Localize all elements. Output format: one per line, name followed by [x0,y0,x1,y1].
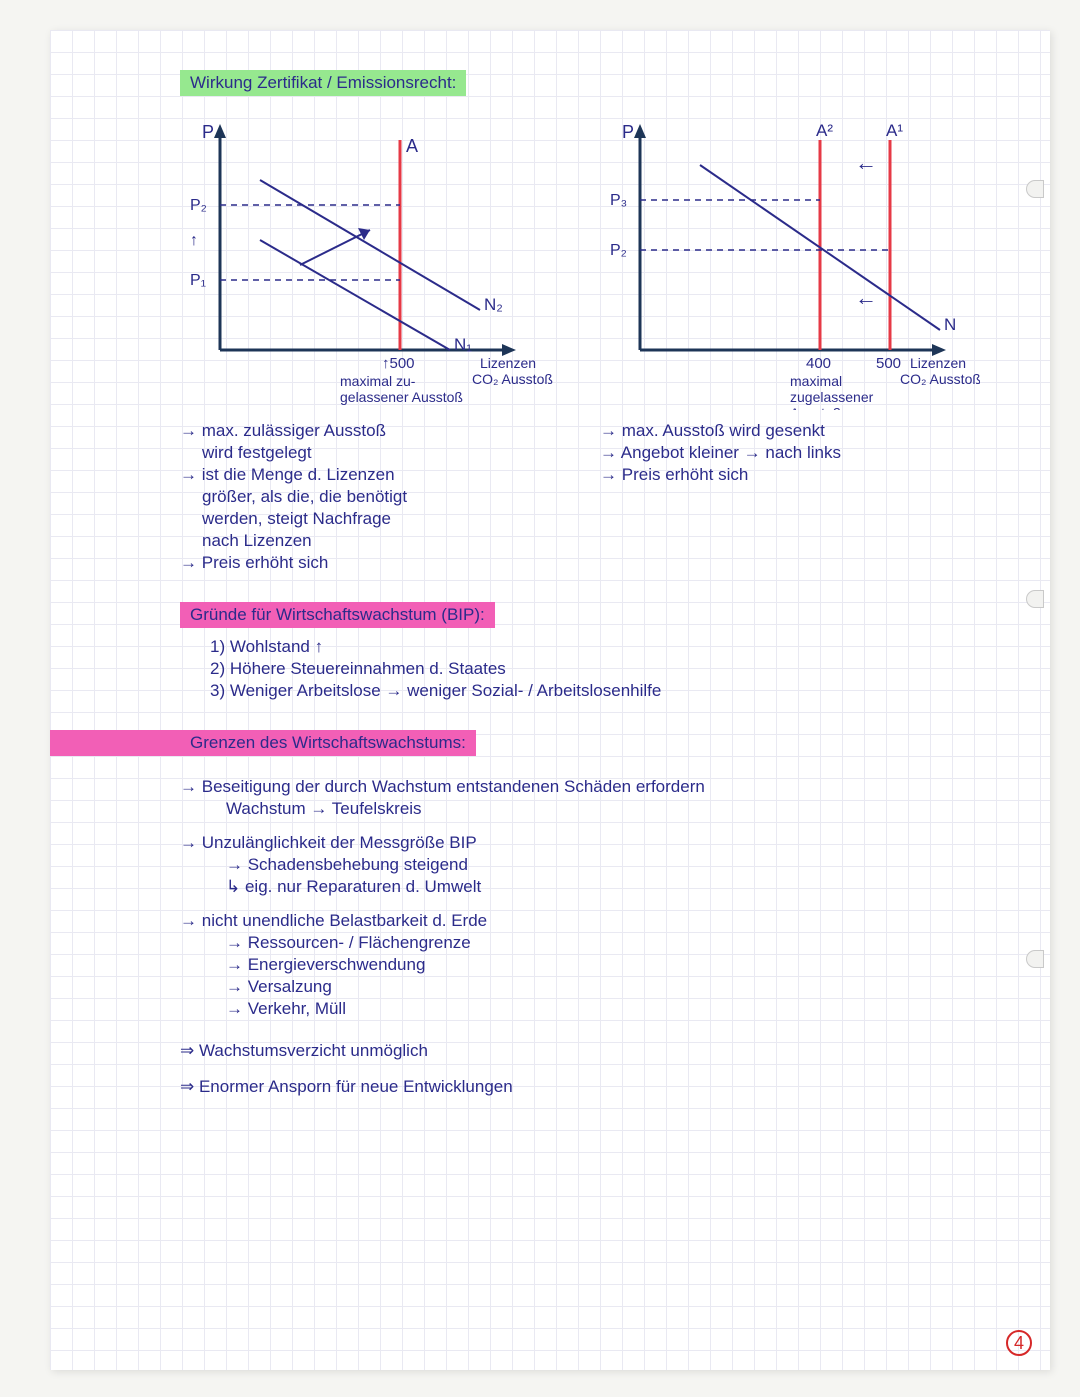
svg-text:P₂: P₂ [610,242,627,259]
svg-text:N₂: N₂ [484,295,503,314]
note-line: max. zulässiger Ausstoß [180,420,560,442]
svg-text:N₁: N₁ [454,335,472,354]
note-line: ist die Menge d. Lizenzen [180,464,560,486]
svg-text:←: ← [855,285,877,310]
svg-text:P: P [622,122,634,142]
block-lead: Unzulänglichkeit der Messgröße BIP [180,832,1050,854]
block-line: Wachstum → Teufelskreis [180,798,1050,820]
svg-text:P₃: P₃ [610,192,627,209]
notes-right: max. Ausstoß wird gesenktAngebot kleiner… [600,420,980,574]
svg-text:gelassener Ausstoß: gelassener Ausstoß [340,389,463,405]
conclusion-line: Enormer Ansporn für neue Entwicklungen [180,1076,1050,1098]
note-line: werden, steigt Nachfrage [180,508,560,530]
section-gruende: Gründe für Wirtschaftswachstum (BIP): 1)… [180,592,1050,702]
page-title: Wirkung Zertifikat / Emissionsrecht: [190,73,456,92]
note-line: größer, als die, die benötigt [180,486,560,508]
chart-right: P A² A¹ N P₃ P₂ ← ← 400 500 maximalzugelassenerAus… [600,110,980,410]
chart2-svg: P A² A¹ N P₃ P₂ ← ← 400 500 maximalzugelassenerAus… [600,110,980,410]
title-highlight: Wirkung Zertifikat / Emissionsrecht: [180,70,466,96]
svg-text:Lizenzen: Lizenzen [910,355,966,371]
note-line: Preis erhöht sich [180,552,560,574]
chart1-svg: P A N₂ N₁ P₂ ↑ P₁ ↑500maximal zu-gelassener Aus… [180,110,560,410]
svg-text:Ausstoß: Ausstoß [790,405,841,410]
note-line: Angebot kleiner → nach links [600,442,980,464]
svg-text:Lizenzen: Lizenzen [480,355,536,371]
svg-text:↑500: ↑500 [382,355,415,372]
svg-text:N: N [944,315,956,334]
svg-text:zugelassener: zugelassener [790,389,874,405]
section3-title: Grenzen des Wirtschaftswachstums: [190,733,466,752]
section2-highlight: Gründe für Wirtschaftswachstum (BIP): [180,602,495,628]
svg-text:←: ← [855,150,877,175]
block-line: → Versalzung [180,976,1050,998]
svg-text:CO₂ Ausstoß: CO₂ Ausstoß [900,371,980,387]
svg-text:A: A [406,136,418,156]
svg-text:500: 500 [876,355,901,372]
section3-tail: Wachstumsverzicht unmöglich Enormer Anspo… [180,1040,1050,1098]
svg-text:P: P [202,122,214,142]
section2-title: Gründe für Wirtschaftswachstum (BIP): [190,605,485,624]
svg-text:CO₂ Ausstoß: CO₂ Ausstoß [472,371,553,387]
block-lead: Beseitigung der durch Wachstum entstande… [180,776,1050,798]
svg-text:↑: ↑ [190,232,198,249]
notes-row: max. zulässiger Ausstoßwird festgelegtis… [180,420,1050,574]
charts-row: P A N₂ N₁ P₂ ↑ P₁ ↑500maximal zu-gelassener Aus… [180,110,1050,410]
note-line: wird festgelegt [180,442,560,464]
note-line: Preis erhöht sich [600,464,980,486]
list-item: 2) Höhere Steuereinnahmen d. Staates [210,658,1050,680]
notes-left: max. zulässiger Ausstoßwird festgelegtis… [180,420,560,574]
block-line: ↳ eig. nur Reparaturen d. Umwelt [180,876,1050,898]
note-line: nach Lizenzen [180,530,560,552]
section3-highlight: Grenzen des Wirtschaftswachstums: [50,730,476,756]
block-line: → Schadensbehebung steigend [180,854,1050,876]
chart-left: P A N₂ N₁ P₂ ↑ P₁ ↑500maximal zu-gelassener Aus… [180,110,560,410]
svg-text:maximal: maximal [790,373,842,389]
svg-text:A²: A² [816,121,833,140]
list-item: 1) Wohlstand ↑ [210,636,1050,658]
block-line: → Verkehr, Müll [180,998,1050,1020]
svg-text:P₁: P₁ [190,272,206,289]
block-line: → Ressourcen- / Flächengrenze [180,932,1050,954]
section-grenzen: Grenzen des Wirtschaftswachstums: Beseit… [180,720,1050,1098]
list-item: 3) Weniger Arbeitslose → weniger Sozial-… [210,680,1050,702]
svg-text:A¹: A¹ [886,121,903,140]
svg-text:P₂: P₂ [190,197,207,214]
svg-text:400: 400 [806,355,831,372]
page-number: 4 [1006,1330,1032,1356]
conclusion-line: Wachstumsverzicht unmöglich [180,1040,1050,1062]
block-lead: nicht unendliche Belastbarkeit d. Erde [180,910,1050,932]
section3-body: Beseitigung der durch Wachstum entstande… [180,776,1050,1020]
page-content: Wirkung Zertifikat / Emissionsrecht: P A N… [50,30,1050,1370]
section2-list: 1) Wohlstand ↑2) Höhere Steuereinnahmen … [180,636,1050,702]
svg-text:maximal zu-: maximal zu- [340,373,416,389]
block-line: → Energieverschwendung [180,954,1050,976]
paper-sheet: Wirkung Zertifikat / Emissionsrecht: P A N… [50,30,1050,1370]
note-line: max. Ausstoß wird gesenkt [600,420,980,442]
